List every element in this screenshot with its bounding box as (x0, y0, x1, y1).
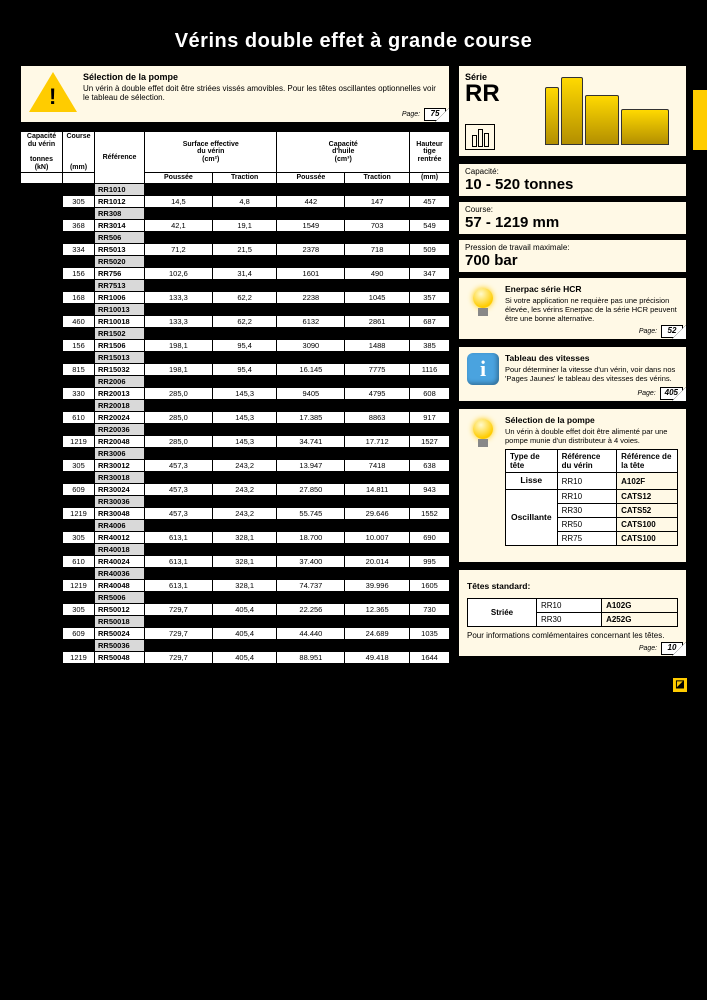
std-heads-note: Pour informations comlémentaires concern… (467, 631, 678, 640)
stroke-icon (465, 124, 495, 150)
brand-logo: ◪ (20, 674, 687, 692)
head-type-table: Type de têteRéférence du vérinRéférence … (505, 449, 678, 546)
series-value: RR (465, 82, 525, 106)
std-heads-table: StriéeRR10A102GRR30A252G (467, 598, 678, 627)
tip-card: iTableau des vitessesPour déterminer la … (458, 346, 687, 402)
warning-text: Un vérin à double effet doit être striée… (83, 84, 436, 102)
info-icon: i (467, 353, 499, 385)
page-title: Vérins double effet à grande course (20, 30, 687, 53)
bulb-icon (467, 415, 499, 451)
bulb-icon (467, 284, 499, 320)
tip-card: Enerpac série HCRSi votre application ne… (458, 277, 687, 340)
cylinder-image (545, 77, 669, 145)
side-tab (693, 90, 707, 150)
std-heads-card: Têtes standard: StriéeRR10A102GRR30A252G… (458, 569, 687, 657)
spec-strip: Pression de travail maximale:700 bar (458, 239, 687, 273)
warning-icon (29, 72, 77, 116)
main-spec-table: Capacitédu vérintonnes(kN) Course(mm) Ré… (20, 131, 450, 664)
tip-card: Sélection de la pompeUn vérin à double e… (458, 408, 687, 563)
page-label: Page: (402, 111, 420, 118)
spec-strip: Capacité:10 - 520 tonnes (458, 163, 687, 197)
warning-card: Sélection de la pompe Un vérin à double … (20, 65, 450, 123)
warning-heading: Sélection de la pompe (83, 72, 441, 82)
std-heads-title: Têtes standard: (467, 581, 530, 591)
series-box: Série RR (458, 65, 687, 157)
page-label: Page: (639, 645, 657, 652)
spec-strip: Course:57 - 1219 mm (458, 201, 687, 235)
